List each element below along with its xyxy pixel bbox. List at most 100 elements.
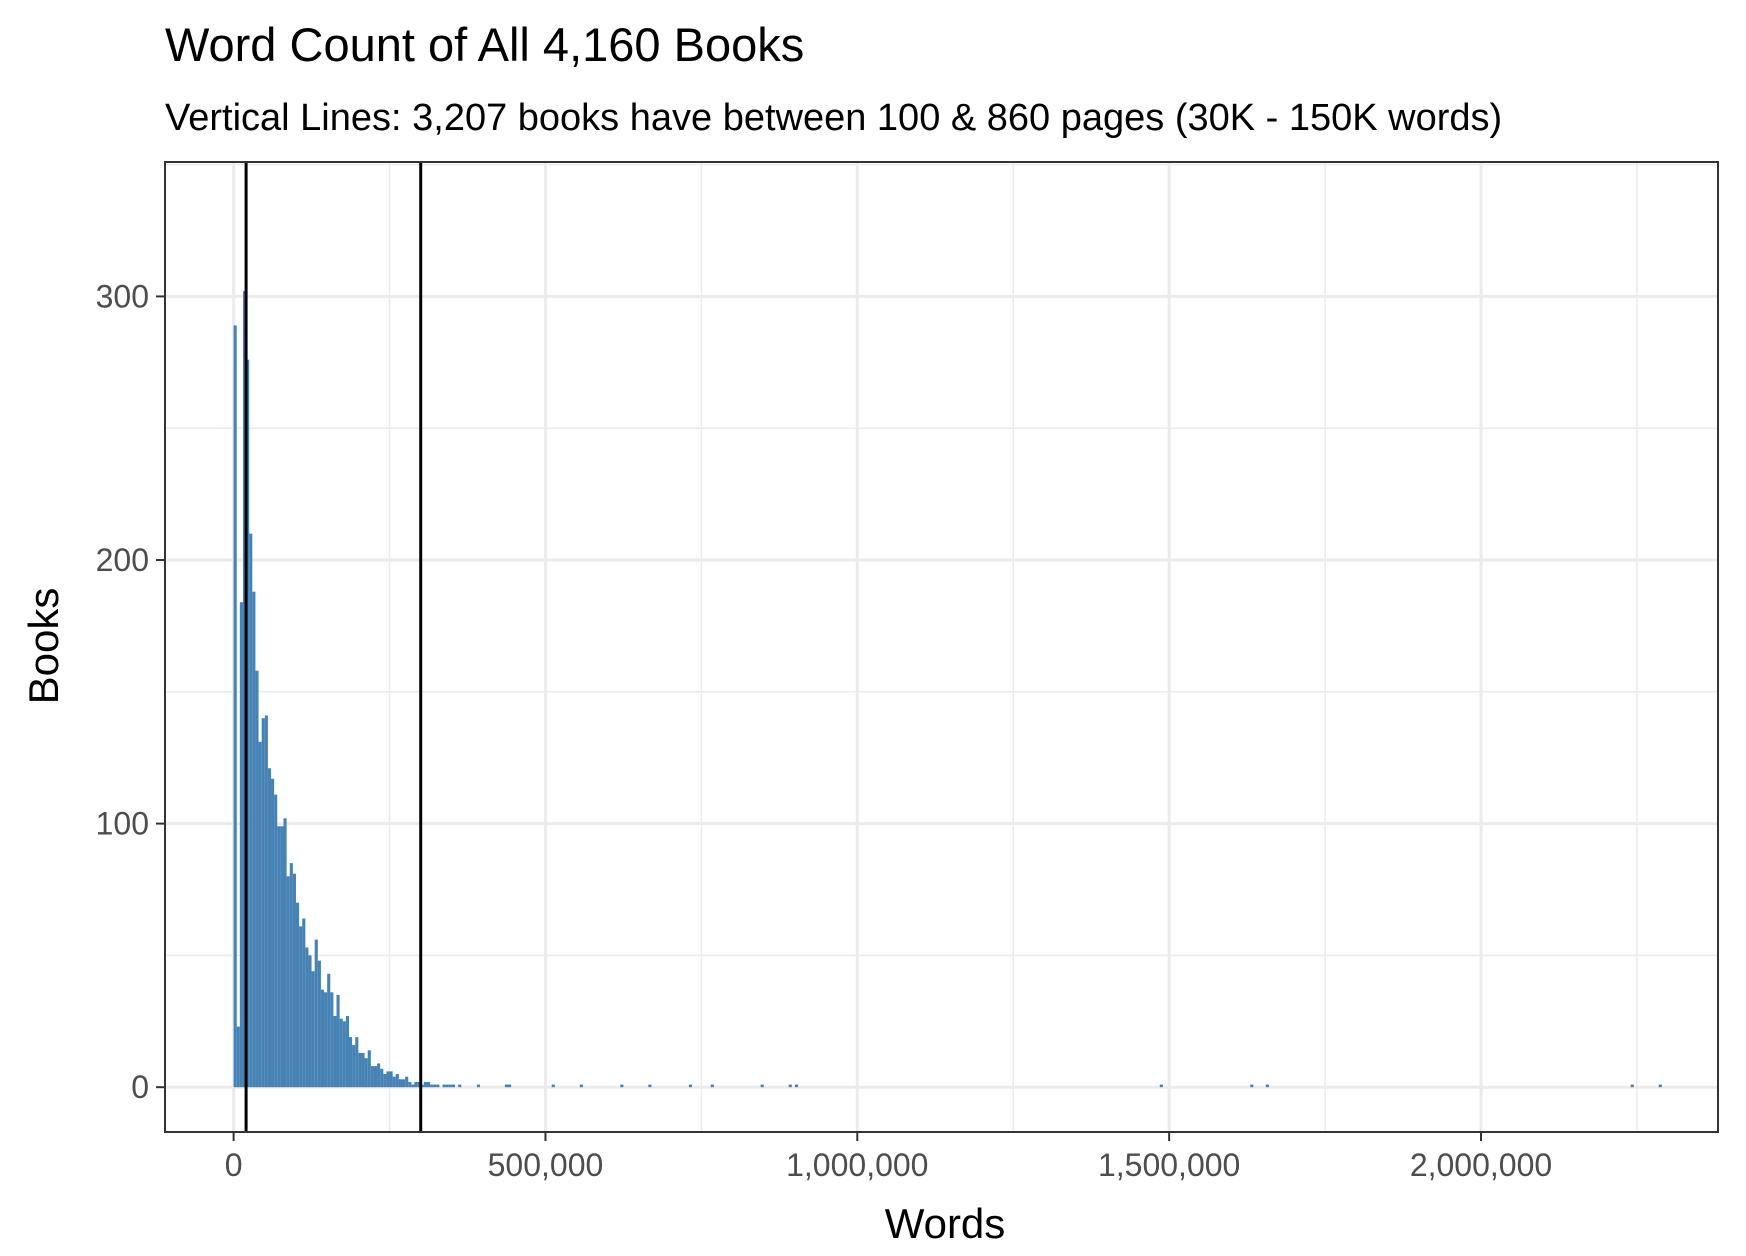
histogram-bar — [1630, 1084, 1634, 1088]
histogram-bar — [414, 1081, 418, 1088]
histogram-bar — [476, 1084, 480, 1088]
x-tick-label: 2,000,000 — [1410, 1147, 1552, 1183]
plot-panel — [165, 162, 1718, 1132]
histogram-bar — [277, 826, 281, 1088]
histogram-bar — [233, 325, 237, 1088]
histogram-bar — [420, 1084, 424, 1088]
y-tick-label: 200 — [96, 542, 149, 578]
histogram-bar — [236, 1026, 240, 1088]
histogram-bar — [364, 1058, 368, 1088]
histogram-bar — [246, 359, 250, 1088]
plot-border-rect — [164, 161, 1719, 1133]
histogram-bar — [788, 1084, 792, 1088]
histogram-bar — [430, 1084, 434, 1088]
histogram-bar — [377, 1063, 381, 1088]
plot-border — [164, 161, 1719, 1133]
x-tick-label: 1,500,000 — [1098, 1147, 1240, 1183]
histogram-bar — [330, 992, 334, 1088]
histogram-bar — [308, 955, 312, 1088]
histogram-bar — [688, 1084, 693, 1088]
histogram-bar — [395, 1074, 399, 1088]
reference-lines — [244, 162, 423, 1132]
histogram-bar — [317, 960, 321, 1088]
histogram-bars — [233, 291, 1662, 1088]
histogram-bar — [289, 863, 293, 1088]
histogram-bar — [314, 939, 318, 1088]
histogram-bar — [358, 1052, 362, 1088]
histogram-bar — [274, 794, 278, 1088]
histogram-bar — [280, 826, 284, 1088]
histogram-bar — [445, 1084, 449, 1088]
histogram-bar — [411, 1084, 415, 1088]
histogram-bar — [426, 1081, 431, 1088]
histogram-bar — [389, 1071, 393, 1088]
histogram-bar — [458, 1084, 462, 1088]
histogram-bar — [408, 1081, 412, 1088]
histogram-bar — [1159, 1084, 1163, 1088]
histogram-bar — [255, 670, 259, 1088]
histogram-bar — [311, 971, 315, 1088]
histogram-bar — [327, 973, 331, 1088]
major-gridlines — [165, 162, 1718, 1132]
histogram-bar — [295, 902, 300, 1088]
histogram-bar — [249, 533, 253, 1088]
minor-gridlines — [165, 162, 1718, 1132]
y-tick-label: 300 — [96, 278, 149, 314]
histogram-bar — [386, 1071, 390, 1088]
histogram-bar — [448, 1084, 452, 1088]
histogram-bar — [345, 1016, 349, 1088]
histogram-bar — [299, 926, 303, 1088]
histogram-bar — [239, 602, 243, 1088]
histogram-bar — [333, 1016, 337, 1088]
histogram-bar — [398, 1079, 403, 1088]
histogram-bar — [417, 1081, 421, 1088]
histogram-bar — [361, 1052, 365, 1088]
histogram-bar — [302, 918, 306, 1088]
histogram-bar — [292, 873, 296, 1088]
histogram-bar — [283, 818, 287, 1088]
histogram-bar — [760, 1084, 764, 1088]
y-tick-label: 100 — [96, 806, 149, 842]
histogram-bar — [242, 291, 247, 1088]
chart-title: Word Count of All 4,160 Books — [165, 18, 804, 71]
histogram-bar — [794, 1084, 799, 1088]
histogram-bar — [373, 1066, 378, 1088]
histogram-bar — [451, 1084, 456, 1088]
histogram-bar — [1250, 1084, 1254, 1088]
histogram-bar — [267, 768, 272, 1088]
y-axis-title: Books — [20, 588, 67, 705]
histogram-bar — [620, 1084, 624, 1088]
histogram-bar — [436, 1084, 440, 1088]
y-tick-label: 0 — [131, 1069, 149, 1105]
x-tick-label: 1,000,000 — [786, 1147, 928, 1183]
histogram-bar — [286, 876, 290, 1088]
histogram-bar — [258, 741, 262, 1088]
histogram-bar — [336, 994, 340, 1088]
histogram-bar — [261, 718, 265, 1088]
histogram-bar — [433, 1084, 437, 1088]
chart-subtitle: Vertical Lines: 3,207 books have between… — [165, 97, 1502, 139]
histogram-bar — [380, 1068, 384, 1088]
histogram-bar — [324, 992, 328, 1088]
histogram-bar — [342, 1021, 346, 1088]
histogram-bar — [551, 1084, 555, 1088]
histogram-bar — [392, 1076, 396, 1088]
histogram-bar — [1265, 1084, 1269, 1088]
histogram-bar — [305, 947, 309, 1088]
histogram-bar — [1658, 1084, 1662, 1088]
histogram-bar — [252, 591, 256, 1088]
histogram-bar — [370, 1066, 374, 1088]
histogram-bar — [710, 1084, 714, 1088]
histogram-bar — [348, 1037, 353, 1088]
histogram-bar — [271, 778, 275, 1088]
histogram-bar — [339, 1018, 343, 1088]
histogram-bar — [504, 1084, 509, 1088]
y-axis: 0 100 200 300 — [96, 278, 165, 1105]
histogram-bar — [402, 1079, 406, 1088]
histogram-bar — [423, 1081, 427, 1088]
histogram-bar — [355, 1037, 359, 1088]
histogram-bar — [367, 1050, 371, 1088]
x-axis-title: Words — [885, 1200, 1006, 1247]
histogram-bar — [579, 1084, 583, 1088]
